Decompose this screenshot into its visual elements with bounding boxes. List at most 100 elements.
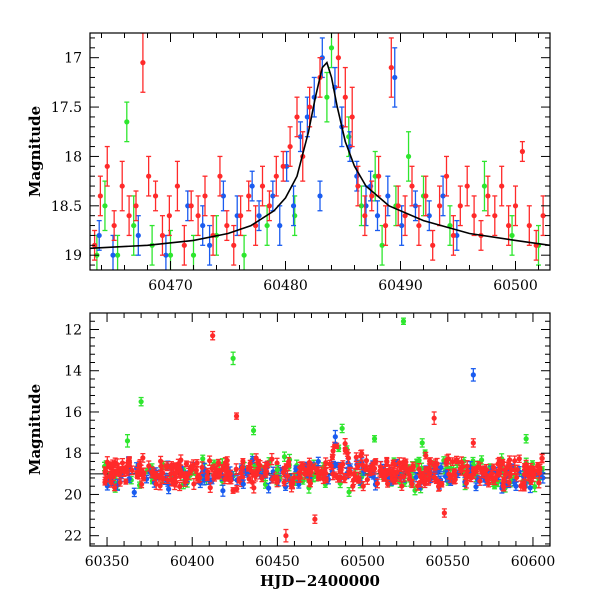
data-marker — [514, 474, 520, 481]
data-marker — [158, 463, 164, 469]
data-point — [537, 463, 543, 472]
data-point — [277, 205, 283, 246]
data-marker — [327, 461, 333, 467]
data-marker — [210, 333, 216, 339]
data-point — [256, 200, 262, 232]
data-marker — [157, 483, 163, 489]
data-marker — [416, 466, 422, 472]
data-marker — [222, 468, 229, 474]
data-marker — [430, 242, 436, 248]
data-marker — [231, 242, 237, 248]
data-point — [183, 460, 190, 468]
data-marker — [427, 458, 433, 464]
data-marker — [437, 203, 443, 209]
data-point — [468, 473, 474, 483]
data-marker — [329, 454, 335, 460]
data-point — [233, 412, 240, 420]
data-point — [376, 155, 382, 197]
data-marker — [262, 464, 268, 470]
data-point — [138, 396, 144, 407]
data-point — [345, 452, 352, 465]
data-marker — [412, 487, 418, 494]
data-point — [139, 480, 145, 489]
data-marker — [339, 425, 345, 432]
data-marker — [123, 478, 129, 485]
data-marker — [516, 456, 522, 462]
data-point — [437, 185, 443, 227]
data-point — [246, 474, 252, 484]
data-marker — [296, 481, 302, 488]
data-point — [217, 155, 223, 197]
data-marker — [521, 471, 528, 478]
data-point — [136, 460, 142, 469]
data-marker — [177, 467, 184, 473]
data-point — [249, 476, 255, 489]
data-point — [528, 477, 534, 485]
data-point — [152, 180, 159, 212]
data-point — [193, 466, 199, 474]
data-marker — [119, 183, 125, 189]
data-marker — [346, 134, 352, 140]
data-point — [440, 175, 446, 217]
data-point — [307, 479, 314, 488]
data-point — [288, 480, 295, 493]
data-point — [471, 195, 477, 237]
data-point — [374, 478, 381, 489]
data-point — [240, 479, 246, 489]
data-marker — [250, 427, 257, 434]
data-point — [292, 195, 298, 237]
data-marker — [523, 436, 529, 442]
data-marker — [346, 468, 353, 475]
data-marker — [374, 480, 381, 487]
data-point — [402, 195, 408, 237]
data-point — [220, 484, 226, 497]
data-point — [262, 461, 268, 474]
data-point — [349, 86, 355, 148]
data-marker — [416, 222, 422, 229]
data-point — [471, 466, 477, 477]
data-marker — [205, 469, 211, 475]
data-point — [182, 477, 188, 487]
data-marker — [398, 465, 404, 471]
data-marker — [167, 252, 174, 258]
y-tick-label: 17 — [64, 51, 82, 67]
data-point — [166, 195, 172, 237]
data-point — [253, 205, 259, 246]
data-marker — [463, 480, 469, 486]
plot-frame — [89, 32, 551, 271]
data-point — [240, 458, 246, 465]
x-tick-label: 60450 — [255, 554, 300, 570]
data-marker — [126, 213, 132, 219]
data-marker — [249, 479, 255, 485]
data-point — [392, 47, 398, 108]
data-point — [283, 528, 289, 543]
data-point — [97, 175, 103, 217]
data-point — [350, 481, 356, 492]
data-point — [398, 464, 404, 472]
model-curve — [90, 61, 550, 250]
data-marker — [400, 318, 407, 324]
data-point — [358, 449, 364, 462]
data-point — [324, 71, 330, 123]
data-point — [526, 205, 532, 246]
data-point — [499, 165, 505, 207]
data-point — [492, 195, 498, 237]
x-tick-label: 60470 — [148, 278, 193, 294]
data-marker — [281, 468, 288, 474]
data-marker — [376, 173, 382, 179]
data-marker — [473, 484, 479, 490]
data-point — [177, 464, 184, 477]
data-point — [173, 477, 179, 488]
data-marker — [181, 242, 187, 248]
data-marker — [220, 488, 226, 494]
data-point — [110, 234, 116, 270]
x-tick-label: 60500 — [493, 278, 538, 294]
data-marker — [345, 455, 352, 461]
data-marker — [314, 468, 320, 474]
data-point — [423, 466, 429, 474]
data-marker — [540, 213, 546, 219]
data-point — [340, 460, 346, 469]
data-point — [259, 474, 265, 483]
data-point — [204, 474, 210, 482]
data-point — [135, 215, 141, 256]
